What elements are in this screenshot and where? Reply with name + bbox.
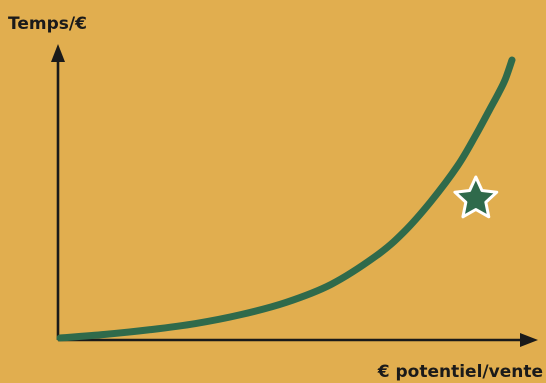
y-axis-title: Temps/€ [8, 14, 87, 34]
y-axis-arrowhead [51, 44, 65, 62]
series-layer [56, 56, 516, 342]
star-marker-icon [453, 175, 499, 219]
marker-layer [453, 175, 499, 219]
series-line-0 [56, 56, 516, 342]
x-axis-arrowhead [520, 333, 538, 347]
x-axis-title: € potentiel/vente [377, 362, 543, 382]
